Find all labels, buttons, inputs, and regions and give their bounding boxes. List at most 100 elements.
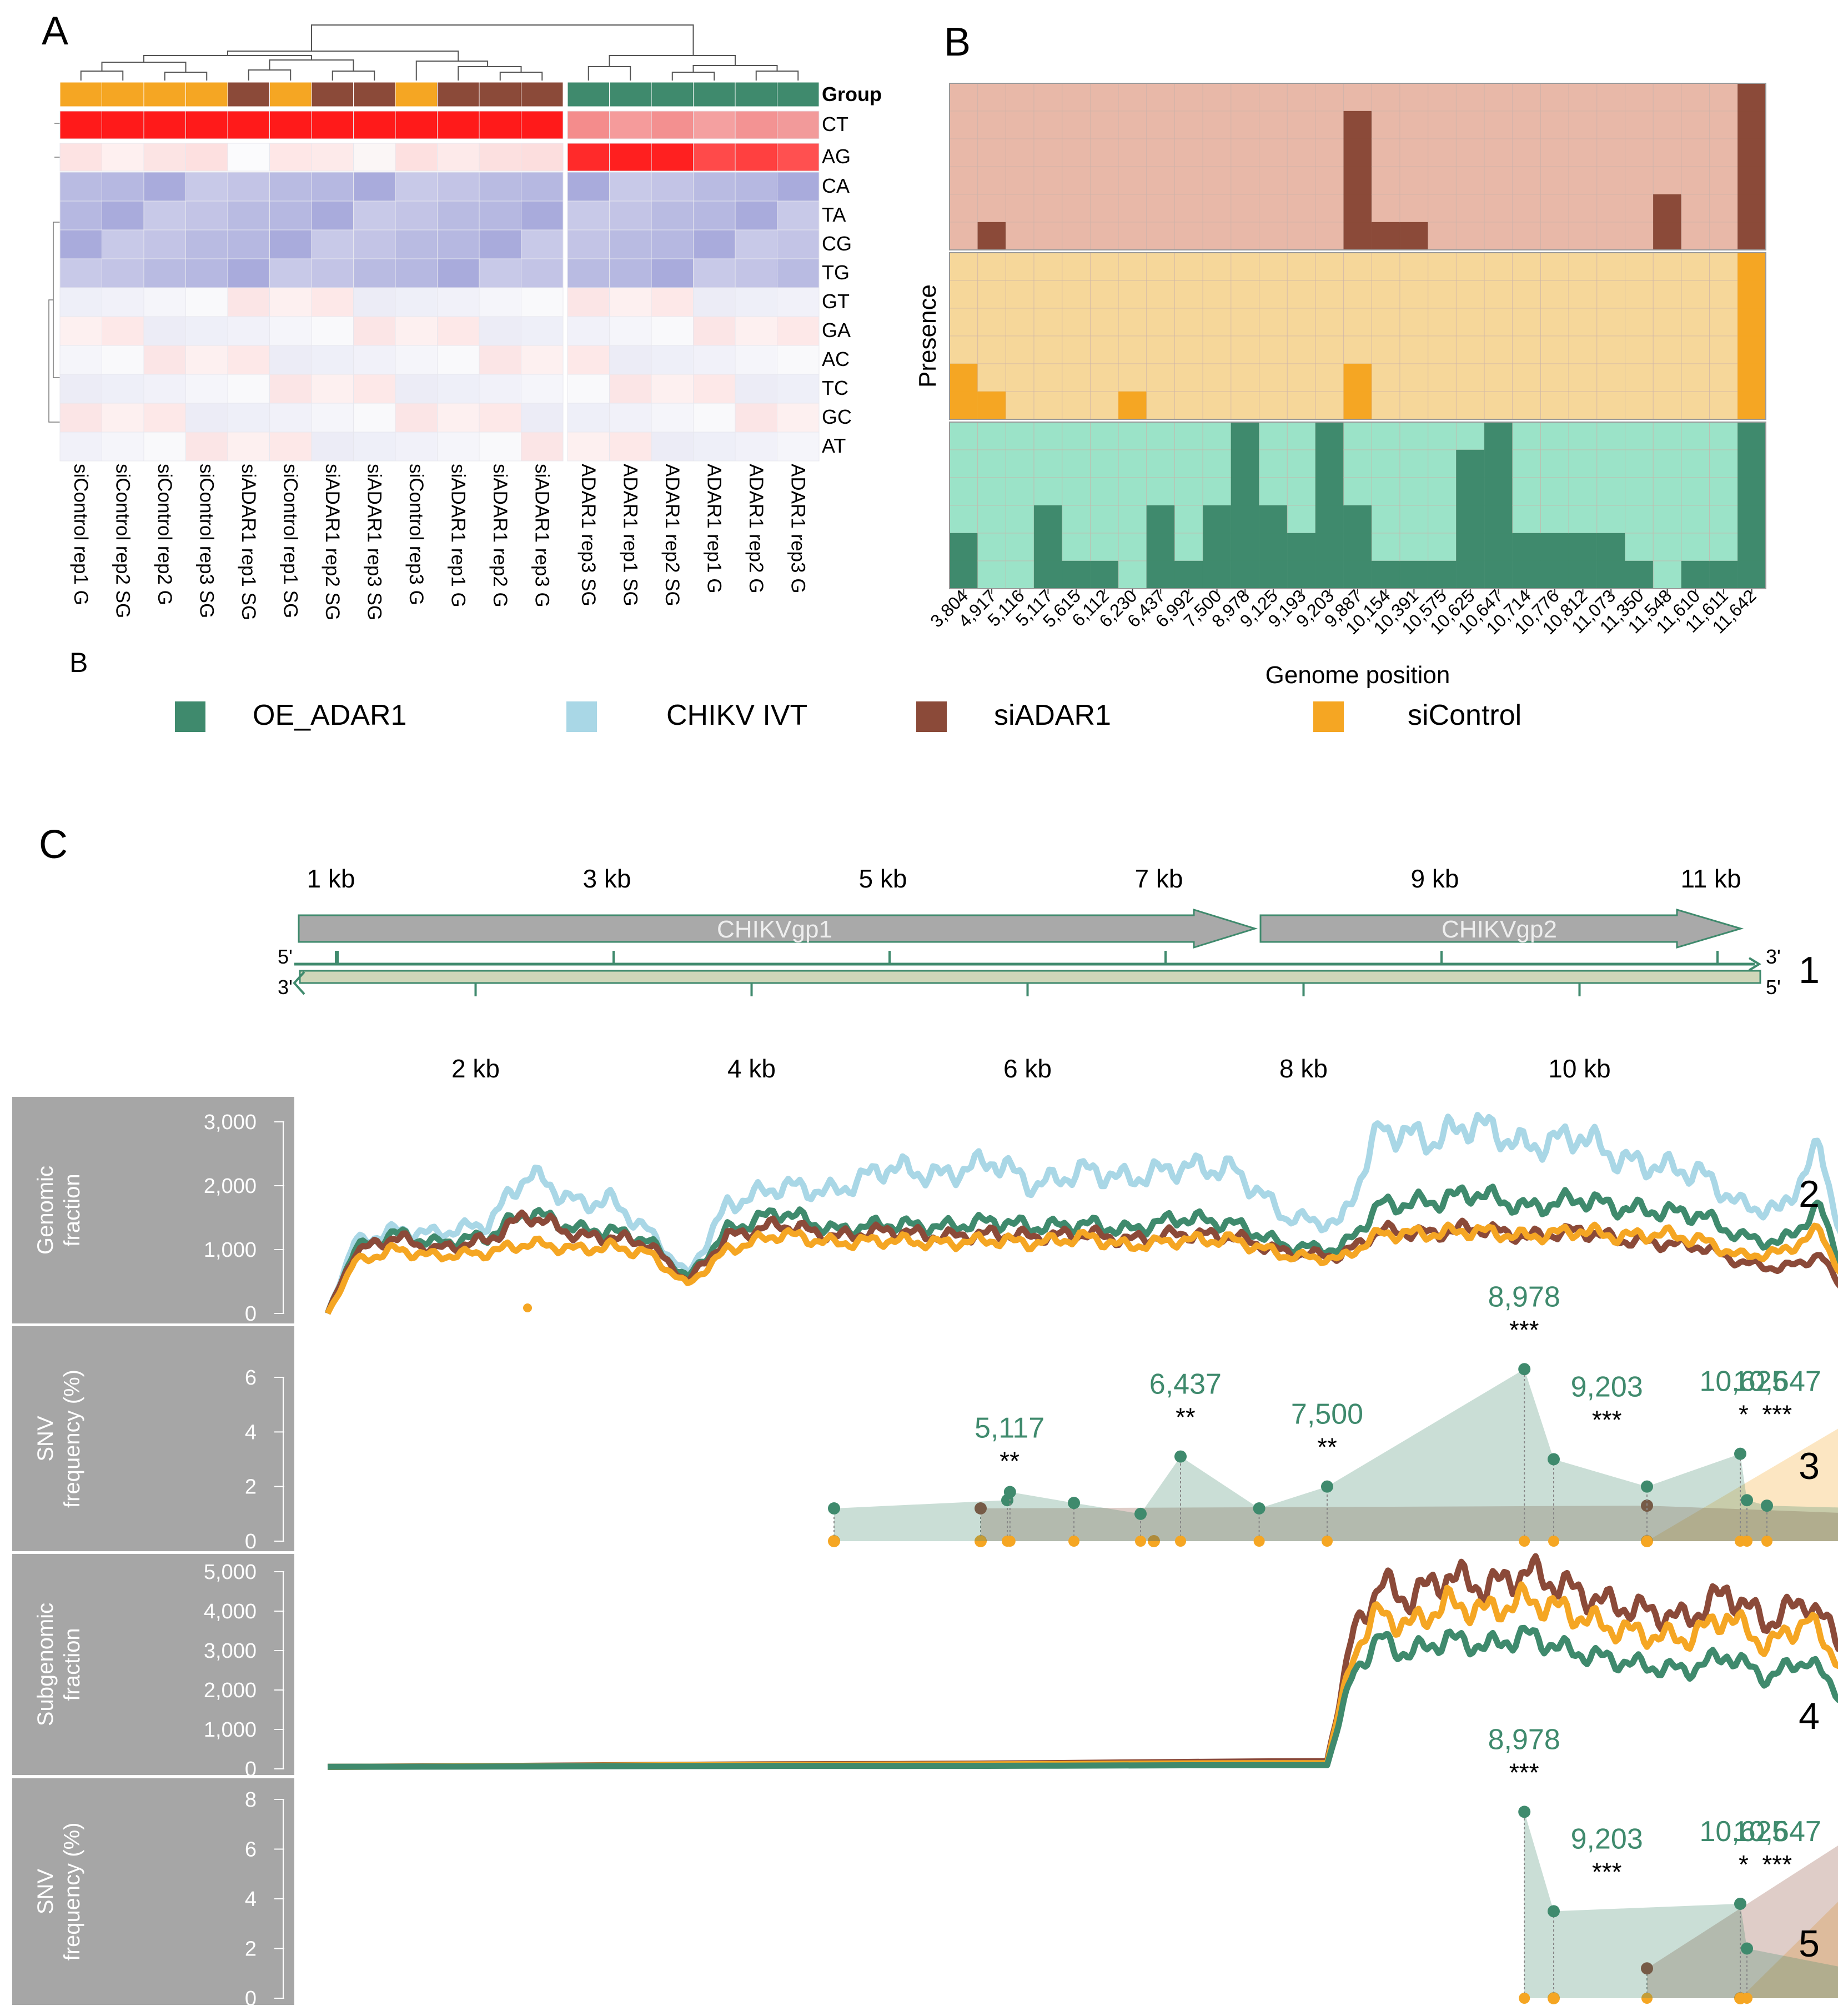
dendrogram-branch (332, 71, 375, 81)
heatmap-cell (437, 432, 480, 462)
presence-cell (1315, 449, 1344, 478)
top-kb-label: 7 kb (1135, 864, 1183, 893)
position-annotation: 7,500 (1291, 1398, 1363, 1431)
presence-cell (1231, 505, 1259, 534)
heatmap-cell (395, 374, 438, 404)
presence-cell (1625, 505, 1654, 534)
heatmap-cell (185, 432, 228, 462)
presence-cell (1062, 533, 1091, 561)
presence-cell (1118, 335, 1147, 364)
presence-cell (1625, 335, 1654, 364)
presence-cell (1062, 449, 1091, 478)
heatmap-cell (311, 172, 354, 202)
presence-cell (1681, 449, 1710, 478)
heatmap-cell (59, 374, 102, 404)
presence-cell (1259, 335, 1288, 364)
presence-cell (1005, 111, 1034, 139)
legend: OE_ADAR1 CHIKV IVT siADAR1 siControl (175, 699, 1521, 732)
heatmap-cell (395, 143, 438, 172)
presence-cell (949, 194, 978, 223)
heatmap-cell (102, 316, 144, 346)
presence-cell (1568, 308, 1598, 337)
y-axis-title-line: frequency (%) (60, 1823, 84, 1961)
heatmap-cell (395, 111, 438, 139)
presence-cell (1428, 166, 1457, 195)
column-label: siControl rep1 G (70, 464, 92, 605)
presence-cell (1259, 222, 1288, 250)
presence-cell (1540, 363, 1569, 392)
heatmap-cell (651, 432, 694, 462)
heatmap-cell (777, 111, 820, 139)
column-label: siADAR1 rep3 SG (363, 464, 385, 620)
presence-cell (1540, 422, 1569, 450)
dendrogram-branch (48, 299, 60, 423)
presence-cell (1596, 391, 1626, 420)
presence-cell (1512, 449, 1541, 478)
heatmap-cell (693, 229, 736, 259)
presence-cell (977, 449, 1006, 478)
presence-cell (1455, 422, 1485, 450)
y-tick-label: 3,000 (204, 1111, 257, 1134)
group-cell (227, 82, 270, 107)
presence-cell (1568, 111, 1598, 139)
presence-cell (1596, 560, 1625, 589)
presence-cell (1231, 252, 1260, 281)
position-annotation: 8,978 (1488, 1281, 1560, 1313)
heatmap-cell (353, 172, 396, 202)
presence-cell (1399, 166, 1429, 195)
presence-cell (1287, 533, 1316, 561)
presence-cell (1062, 477, 1091, 506)
presence-cell (1709, 166, 1738, 195)
heatmap-cell (609, 374, 652, 404)
presence-cell (1455, 391, 1485, 420)
presence-cell (1118, 449, 1147, 478)
presence-cell (1568, 280, 1598, 309)
heatmap-cell (269, 172, 312, 202)
heatmap-cell (59, 345, 102, 375)
series-line-siControl (325, 1221, 1838, 1315)
presence-cell (1625, 477, 1654, 506)
presence-cell (1512, 308, 1541, 337)
presence-cell (1455, 280, 1485, 309)
presence-cell (1484, 363, 1513, 392)
heatmap-cell (311, 111, 354, 139)
presence-cell (949, 363, 978, 392)
presence-cell (1287, 308, 1316, 337)
presence-cell (1512, 222, 1541, 250)
presence-cell (1062, 422, 1091, 450)
presence-cell (1231, 308, 1260, 337)
heatmap-cell (521, 374, 564, 404)
presence-cell (1428, 363, 1457, 392)
presence-cell (1596, 222, 1626, 250)
presence-cell (1259, 252, 1288, 281)
presence-cell (1146, 166, 1176, 195)
heatmap-cell (437, 143, 480, 172)
presence-cell (1709, 391, 1738, 420)
presence-cell (977, 138, 1006, 167)
presence-cell (1399, 449, 1429, 478)
heatmap-cell (479, 403, 521, 433)
presence-cell (1202, 449, 1232, 478)
presence-cell (1568, 477, 1598, 506)
presence-cell (1174, 335, 1203, 364)
presence-cell (1062, 252, 1091, 281)
presence-cell (1371, 138, 1400, 167)
row-dendrogram (48, 123, 60, 423)
presence-cell (1653, 449, 1682, 478)
heatmap-cell (143, 374, 186, 404)
heatmap-cell (651, 200, 694, 230)
presence-cell (1202, 335, 1232, 364)
heatmap-cell (693, 172, 736, 202)
presence-cell (1709, 280, 1738, 309)
heatmap-cell (395, 258, 438, 288)
heatmap-cell (693, 432, 736, 462)
presence-cell (949, 449, 978, 478)
presence-panel-siControl (949, 252, 1766, 420)
presence-cell (1146, 533, 1175, 561)
presence-cell (1118, 280, 1147, 309)
presence-cell (1625, 252, 1654, 281)
presence-cell (1428, 335, 1457, 364)
presence-cell (1625, 111, 1654, 139)
